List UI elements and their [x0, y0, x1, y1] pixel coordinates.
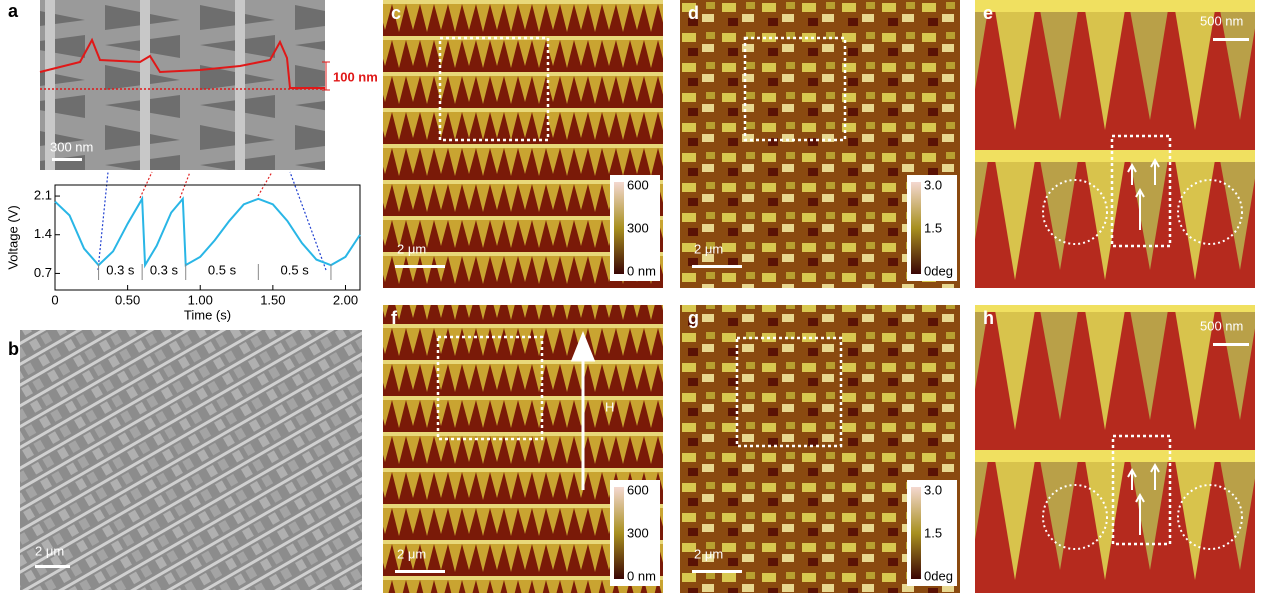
- selection-box: [743, 36, 847, 142]
- interval-label: 0.5 s: [208, 262, 237, 277]
- colorbar: [614, 182, 624, 274]
- micrograph: [975, 0, 1255, 288]
- moment-arrow: [1135, 187, 1145, 230]
- y-tick-label: 1.4: [34, 226, 52, 241]
- moment-arrow: [1127, 467, 1137, 490]
- scale-label: 2 μm: [35, 543, 64, 558]
- scale-label: 500 nm: [1200, 13, 1243, 28]
- x-tick-label: 0.50: [115, 292, 140, 307]
- domain-circle: [1177, 484, 1243, 550]
- panel-label: c: [391, 3, 401, 23]
- interval-label: 0.3 s: [150, 262, 179, 277]
- panel-label: h: [983, 308, 994, 328]
- y-tick-label: 2.1: [34, 187, 52, 202]
- domain-circle: [1042, 179, 1108, 245]
- scale-label: 2 μm: [694, 241, 723, 256]
- colorbar: [614, 487, 624, 579]
- x-tick-label: 1.50: [260, 292, 285, 307]
- panel-label: d: [688, 3, 699, 23]
- height-scale: 100 nm: [333, 69, 378, 84]
- x-tick-label: 0: [51, 292, 58, 307]
- scale-bar: [395, 570, 445, 573]
- moment-arrow: [1135, 492, 1145, 535]
- colorbar-label: 0deg: [924, 568, 953, 583]
- colorbar-label: 1.5: [924, 525, 942, 540]
- y-tick-label: 0.7: [34, 265, 52, 280]
- scale-label: 2 μm: [397, 546, 426, 561]
- colorbar-label: 300: [627, 220, 649, 235]
- selection-box: [438, 36, 550, 142]
- scale-bar: [35, 565, 70, 568]
- colorbar: [911, 487, 921, 579]
- selection-box: [436, 335, 544, 441]
- colorbar-label: 0 nm: [627, 568, 656, 583]
- colorbar-label: 1.5: [924, 220, 942, 235]
- selection-box: [1111, 434, 1172, 546]
- colorbar-label: 0 nm: [627, 263, 656, 278]
- scale-label: 2 μm: [694, 546, 723, 561]
- colorbar-label: 600: [627, 482, 649, 497]
- correlation-arrows: [97, 171, 327, 271]
- colorbar-label: 3.0: [924, 482, 942, 497]
- scale-label: 2 μm: [397, 241, 426, 256]
- moment-arrow: [1127, 162, 1137, 185]
- panel-label: f: [391, 308, 398, 328]
- plot-frame: [54, 184, 361, 291]
- scale-label: 500 nm: [1200, 318, 1243, 333]
- moment-arrow: [1150, 157, 1160, 185]
- scale-label: 300 nm: [50, 139, 93, 154]
- micrograph: [975, 305, 1255, 593]
- height-profile: [39, 37, 325, 89]
- scale-bar: [1213, 38, 1249, 41]
- scale-bar: [395, 265, 445, 268]
- interval-label: 0.3 s: [106, 262, 135, 277]
- y-axis-title: Voltage (V): [5, 205, 20, 269]
- colorbar-label: 3.0: [924, 177, 942, 192]
- field-label: H: [605, 399, 614, 414]
- sem-image: [20, 330, 362, 590]
- sem-image: [40, 0, 325, 170]
- panel-label: b: [8, 339, 19, 359]
- panel-label: e: [983, 3, 993, 23]
- domain-circle: [1042, 484, 1108, 550]
- field-arrow: [570, 330, 596, 490]
- selection-box: [735, 336, 843, 448]
- scale-bar: [52, 158, 82, 161]
- scale-bar: [692, 570, 742, 573]
- panel-label: g: [688, 308, 699, 328]
- x-tick-label: 2.00: [333, 292, 358, 307]
- colorbar-label: 600: [627, 177, 649, 192]
- x-axis-title: Time (s): [184, 307, 231, 322]
- panel-label: a: [8, 1, 19, 21]
- interval-label: 0.5 s: [281, 262, 310, 277]
- scale-bar: [1213, 343, 1249, 346]
- scale-bar: [692, 265, 742, 268]
- colorbar: [911, 182, 921, 274]
- x-tick-label: 1.00: [188, 292, 213, 307]
- voltage-line: [54, 195, 361, 269]
- domain-circle: [1177, 179, 1243, 245]
- colorbar-label: 0deg: [924, 263, 953, 278]
- moment-arrow: [1150, 462, 1160, 490]
- colorbar-label: 300: [627, 525, 649, 540]
- height-scale-bar: [322, 61, 330, 91]
